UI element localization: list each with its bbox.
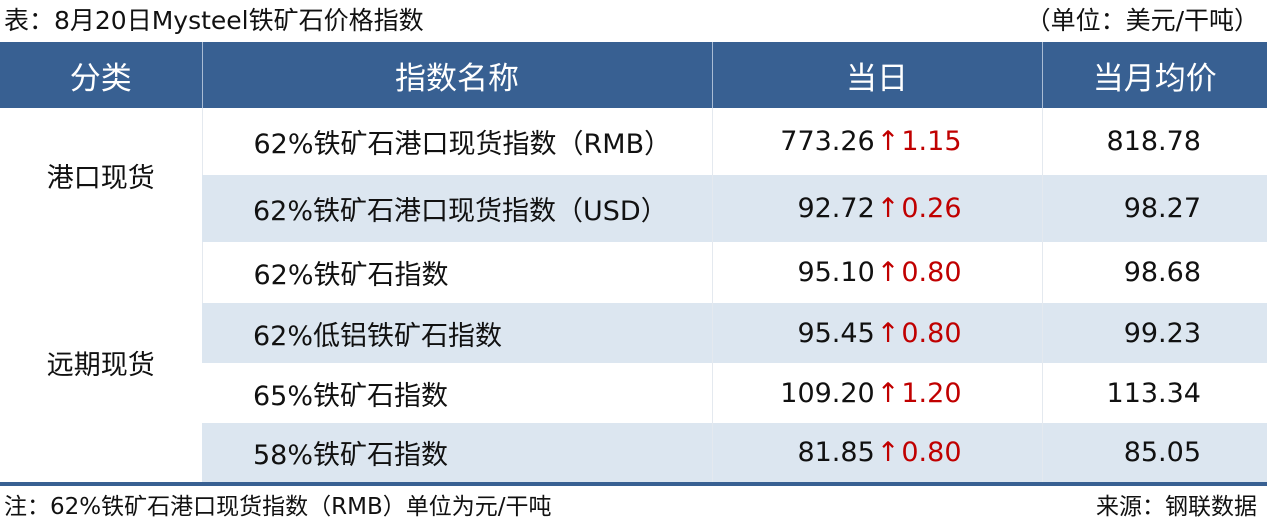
today-cell: 109.20↑1.20 <box>711 363 1042 423</box>
change-value: 1.15 <box>901 126 962 157</box>
today-cell: 95.45↑0.80 <box>711 303 1042 363</box>
table-row: 62%铁矿石港口现货指数（USD） 92.72↑0.26 98.27 <box>0 175 1267 242</box>
month-avg-value: 98.68 <box>1041 242 1267 303</box>
table-title: 表：8月20日Mysteel铁矿石价格指数 <box>4 6 424 35</box>
price-index-table: 分类 指数名称 当日 当月均价 港口现货 62%铁矿石港口现货指数（RMB） 773… <box>0 42 1267 486</box>
category-cell: 港口现货 <box>0 108 202 242</box>
index-name: 62%铁矿石港口现货指数（USD） <box>202 175 712 242</box>
change-value: 1.20 <box>901 377 962 409</box>
change-value: 0.26 <box>901 193 962 224</box>
month-avg-value: 98.27 <box>1041 175 1267 242</box>
today-value: 95.45 <box>797 317 875 349</box>
arrow-up-icon: ↑ <box>876 193 900 224</box>
arrow-up-icon: ↑ <box>876 437 900 468</box>
month-avg-value: 85.05 <box>1041 423 1267 484</box>
today-value: 773.26 <box>780 126 875 157</box>
unit-label: （单位：美元/干吨） <box>1025 6 1259 35</box>
month-avg-value: 99.23 <box>1041 303 1267 363</box>
index-name: 58%铁矿石指数 <box>202 423 712 484</box>
header-category: 分类 <box>0 42 202 108</box>
index-name: 65%铁矿石指数 <box>253 380 449 412</box>
footnote: 注：62%铁矿石港口现货指数（RMB）单位为元/干吨 <box>4 494 552 520</box>
table-row: 港口现货 62%铁矿石港口现货指数（RMB） 773.26↑1.15 818.78 <box>0 108 1267 242</box>
today-value: 92.72 <box>797 193 875 224</box>
table-row: 远期现货 62%铁矿石指数 95.10↑0.80 98.68 <box>0 242 1267 484</box>
today-value: 109.20 <box>780 377 875 409</box>
header-row: 分类 指数名称 当日 当月均价 <box>0 42 1267 108</box>
change-value: 0.80 <box>901 257 962 288</box>
today-cell: 92.72↑0.26 <box>711 175 1042 242</box>
header-name: 指数名称 <box>201 42 712 108</box>
arrow-up-icon: ↑ <box>876 377 900 409</box>
header-month-avg: 当月均价 <box>1041 42 1267 108</box>
index-name: 62%铁矿石指数 <box>201 242 712 303</box>
arrow-up-icon: ↑ <box>876 257 900 288</box>
category-cell: 远期现货 <box>0 242 202 484</box>
today-value: 81.85 <box>797 437 875 468</box>
change-value: 0.80 <box>901 437 962 468</box>
today-value: 95.10 <box>797 257 875 288</box>
table-row: 58%铁矿石指数 81.85↑0.80 85.05 <box>0 423 1267 484</box>
month-avg-value: 818.78 <box>1041 108 1267 175</box>
change-value: 0.80 <box>901 317 962 349</box>
today-cell: 95.10↑0.80 <box>711 242 1042 303</box>
table-row: 65%铁矿石指数 109.20↑1.20 113.34 <box>0 363 1267 423</box>
index-name: 62%铁矿石港口现货指数（RMB） <box>201 108 712 175</box>
today-cell: 773.26↑1.15 <box>711 108 1042 175</box>
today-cell: 81.85↑0.80 <box>711 423 1042 484</box>
arrow-up-icon: ↑ <box>876 126 900 157</box>
table-row: 62%低铝铁矿石指数 95.45↑0.80 99.23 <box>0 303 1267 363</box>
arrow-up-icon: ↑ <box>876 317 900 349</box>
month-avg-value: 113.34 <box>1041 363 1267 423</box>
index-name: 62%低铝铁矿石指数 <box>202 303 712 363</box>
header-today: 当日 <box>711 42 1042 108</box>
source-label: 来源：钢联数据 <box>1096 494 1257 520</box>
